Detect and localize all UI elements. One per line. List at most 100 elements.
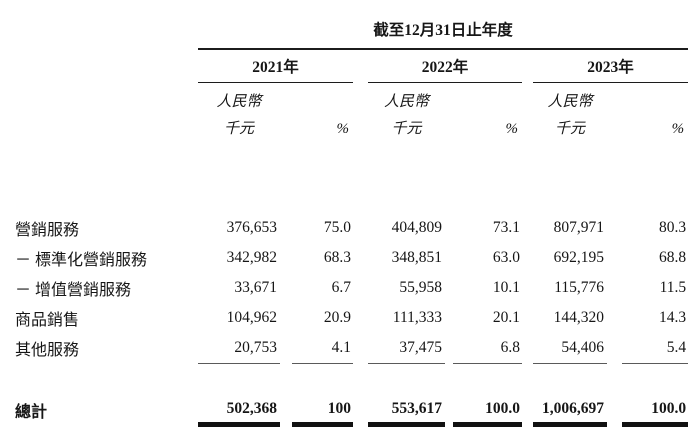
percent-cell: 75.0: [323, 219, 351, 236]
table-row-goods-sales: 商品銷售 104,962 20.9 111,333 20.1 144,320 1…: [15, 303, 688, 333]
spacer: [607, 333, 622, 363]
period-title: 截至12月31日止年度: [198, 0, 689, 50]
row-label: － 增值營銷服務: [15, 282, 132, 299]
spacer: [353, 397, 368, 423]
spacer: [522, 49, 533, 82]
percent-cell: 4.1: [292, 333, 353, 364]
spacer: [522, 303, 533, 333]
percent-cell: 20.9: [323, 309, 351, 326]
unit-header-row: 千元 % 千元 % 千元 %: [15, 114, 688, 142]
amount-cell: 54,406: [533, 333, 607, 364]
unit-header: 千元: [554, 121, 585, 137]
amount-cell: 692,195: [553, 249, 604, 266]
total-percent-cell: 100.0: [453, 397, 522, 425]
spacer: [280, 303, 292, 333]
year-header-2021: 2021年: [198, 49, 353, 83]
currency-header: 人民幣: [216, 94, 262, 110]
table-row-standardized-marketing: － 標準化營銷服務 342,982 68.3 348,851 63.0 692,…: [15, 243, 688, 273]
percent-cell: 6.7: [331, 279, 351, 296]
spacer: [353, 273, 368, 303]
total-amount-cell: 553,617: [368, 397, 445, 425]
spacer: [280, 397, 292, 423]
percent-header: %: [671, 121, 685, 137]
spacer: [353, 114, 368, 142]
percent-cell: 68.8: [659, 249, 687, 266]
unit-header: 千元: [391, 121, 422, 137]
percent-cell: 20.1: [492, 309, 520, 326]
percent-header: %: [505, 121, 519, 137]
spacer: [353, 49, 368, 82]
table-row-total: 總計 502,368 100 553,617 100.0 1,006,697 1…: [15, 397, 689, 425]
amount-cell: 404,809: [391, 219, 442, 236]
amount-cell: 115,776: [554, 279, 604, 296]
spacer: [280, 82, 292, 114]
spacer: [15, 363, 688, 397]
spacer: [607, 423, 622, 426]
spacer: [280, 213, 292, 243]
spacer: [445, 243, 453, 273]
spacer: [280, 273, 292, 303]
header-spacer: [15, 0, 198, 49]
amount-cell: 144,320: [553, 309, 604, 326]
spacer: [445, 423, 453, 426]
double-rule: [622, 423, 689, 427]
spacer: [353, 213, 368, 243]
unit-header: 千元: [223, 121, 254, 137]
amount-cell: 33,671: [234, 279, 277, 296]
spacer-row: [15, 142, 688, 213]
spacer: [15, 423, 198, 426]
amount-cell: 20,753: [198, 333, 280, 364]
percent-cell: 63.0: [492, 249, 520, 266]
spacer: [15, 142, 688, 213]
double-rule: [368, 423, 445, 427]
spacer-row: [15, 363, 688, 397]
table-row-value-added-marketing: － 增值營銷服務 33,671 6.7 55,958 10.1 115,776 …: [15, 273, 688, 303]
spacer: [607, 114, 622, 142]
amount-cell: 37,475: [368, 333, 445, 364]
table-row-other-services: 其他服務 20,753 4.1 37,475 6.8 54,406 5.4: [15, 333, 689, 364]
percent-cell: 6.8: [453, 333, 522, 364]
amount-cell: 348,851: [391, 249, 442, 266]
year-header-2022: 2022年: [368, 49, 522, 83]
percent-cell: 80.3: [659, 219, 687, 236]
total-percent-cell: 100.0: [622, 397, 689, 425]
spacer: [280, 114, 292, 142]
spacer: [445, 397, 453, 423]
financial-table: 截至12月31日止年度 2021年 2022年 2023年 人民幣 人民幣 人民…: [15, 0, 689, 427]
total-percent-cell: 100: [292, 397, 353, 425]
spacer: [445, 333, 453, 363]
spacer: [445, 273, 453, 303]
spacer: [522, 243, 533, 273]
spacer: [622, 82, 688, 114]
double-rule-row: [15, 423, 689, 427]
amount-cell: 111,333: [392, 309, 442, 326]
double-rule: [533, 423, 607, 427]
spacer: [280, 243, 292, 273]
year-header-2023: 2023年: [533, 49, 689, 83]
amount-cell: 55,958: [399, 279, 442, 296]
double-rule: [292, 423, 353, 427]
currency-header-row: 人民幣 人民幣 人民幣: [15, 82, 688, 114]
spacer: [445, 303, 453, 333]
spacer: [607, 243, 622, 273]
row-label: 營銷服務: [15, 222, 80, 239]
spacer: [607, 397, 622, 423]
spacer: [353, 333, 368, 363]
spacer: [353, 423, 368, 426]
currency-header: 人民幣: [383, 94, 429, 110]
spacer: [15, 82, 198, 114]
spacer: [607, 303, 622, 333]
row-label: 商品銷售: [15, 312, 80, 329]
spacer: [522, 82, 533, 114]
spacer: [292, 82, 353, 114]
spacer: [522, 333, 533, 363]
row-label: － 標準化營銷服務: [15, 252, 148, 269]
spacer: [522, 397, 533, 423]
spacer: [522, 273, 533, 303]
percent-cell: 5.4: [622, 333, 689, 364]
table-header-row: 截至12月31日止年度: [15, 0, 689, 50]
spacer: [280, 423, 292, 426]
total-amount-cell: 1,006,697: [533, 397, 607, 425]
amount-cell: 342,982: [226, 249, 277, 266]
